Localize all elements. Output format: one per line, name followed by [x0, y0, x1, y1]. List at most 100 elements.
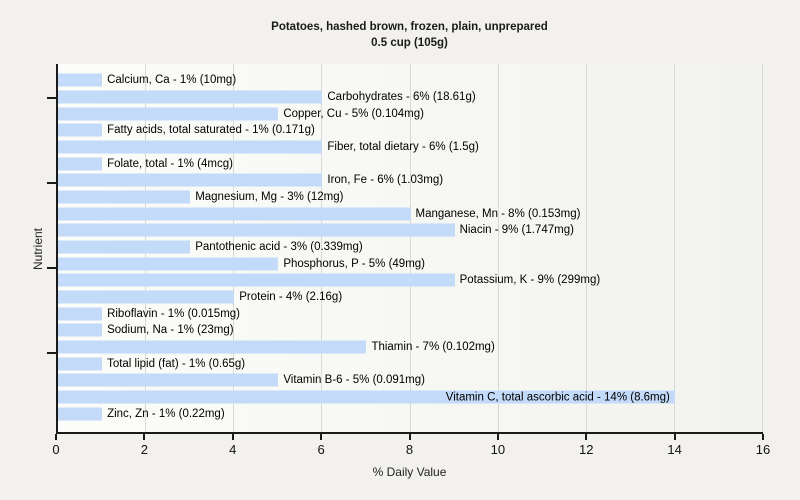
gridline-10: [497, 64, 499, 432]
bar: [58, 73, 103, 87]
x-tick-6: [320, 434, 323, 440]
bar: [58, 107, 279, 121]
x-tick-label-8: 8: [405, 442, 414, 457]
bar: [58, 140, 323, 154]
x-axis: 0 2 4 6 8 10 12 14 16: [52, 434, 770, 464]
x-tick-0: [55, 434, 57, 440]
y-tick-4: [47, 352, 56, 354]
bar-row: Protein - 4% (2.16g): [58, 289, 763, 306]
x-axis-title: % Daily Value: [372, 465, 447, 479]
bar-label: Zinc, Zn - 1% (0.22mg): [107, 407, 225, 420]
chart-subtitle: 0.5 cup (105g): [371, 37, 448, 49]
gridline-4: [233, 64, 235, 432]
bar: [58, 307, 103, 321]
bar: [58, 207, 411, 221]
bar: [58, 290, 235, 304]
bar: Vitamin C, total ascorbic acid - 14% (8.…: [58, 390, 675, 404]
bar-label: Vitamin C, total ascorbic acid - 14% (8.…: [445, 391, 670, 404]
gridline-14: [673, 64, 675, 432]
bar-label: Total lipid (fat) - 1% (0.65g): [107, 357, 246, 370]
x-tick-4: [231, 434, 234, 440]
bar-label: Protein - 4% (2.16g): [239, 291, 343, 304]
y-axis-title: Nutrient: [31, 227, 45, 271]
bar: [58, 90, 323, 104]
gridline-8: [409, 64, 411, 432]
bar-label: Manganese, Mn - 8% (0.153mg): [415, 207, 581, 220]
bar-row: Niacin - 9% (1.747mg): [58, 222, 763, 239]
bar: [58, 223, 455, 237]
bar-label: Vitamin B-6 - 5% (0.091mg): [283, 374, 425, 387]
bar-row: Magnesium, Mg - 3% (12mg): [58, 189, 763, 206]
bar-row: Fatty acids, total saturated - 1% (0.171…: [58, 122, 763, 139]
x-tick-label-2: 2: [140, 442, 148, 457]
bar: [58, 157, 103, 171]
bar-row: Total lipid (fat) - 1% (0.65g): [58, 355, 763, 372]
bar: [58, 123, 103, 137]
bar-row: Sodium, Na - 1% (23mg): [58, 322, 763, 339]
bar: [58, 323, 103, 337]
y-tick-3: [47, 267, 56, 269]
bar-row: Iron, Fe - 6% (1.03mg): [58, 172, 763, 189]
x-tick-14: [673, 434, 676, 440]
bar-rows: Calcium, Ca - 1% (10mg) Carbohydrates - …: [58, 64, 763, 432]
plot-area: Calcium, Ca - 1% (10mg) Carbohydrates - …: [56, 64, 763, 434]
bar-label: Pantothenic acid - 3% (0.339mg): [195, 241, 363, 254]
bar-row: Phosphorus, P - 5% (49mg): [58, 255, 763, 272]
bar-row: Copper, Cu - 5% (0.104mg): [58, 105, 763, 122]
bar-row: Manganese, Mn - 8% (0.153mg): [58, 205, 763, 222]
x-tick-12: [585, 434, 588, 440]
bar-row: Zinc, Zn - 1% (0.22mg): [58, 405, 763, 422]
bar-label: Fatty acids, total saturated - 1% (0.171…: [107, 124, 315, 137]
bar-label: Thiamin - 7% (0.102mg): [371, 341, 495, 354]
bar-row: Potassium, K - 9% (299mg): [58, 272, 763, 289]
bar: [58, 173, 323, 187]
bar-label: Folate, total - 1% (4mcg): [107, 157, 233, 170]
bar-label: Potassium, K - 9% (299mg): [459, 274, 601, 287]
bar: [58, 373, 279, 387]
y-tick-2: [47, 182, 56, 184]
gridline-12: [585, 64, 587, 432]
bar-label: Magnesium, Mg - 3% (12mg): [195, 191, 344, 204]
x-tick-label-10: 10: [490, 442, 506, 457]
bar-row: Folate, total - 1% (4mcg): [58, 155, 763, 172]
x-tick-8: [408, 434, 411, 440]
bar-row: Vitamin B-6 - 5% (0.091mg): [58, 372, 763, 389]
bar-row: Riboflavin - 1% (0.015mg): [58, 305, 763, 322]
bar-label: Niacin - 9% (1.747mg): [459, 224, 574, 237]
chart-title: Potatoes, hashed brown, frozen, plain, u…: [271, 21, 548, 33]
bar: [58, 240, 191, 254]
bar-label: Fiber, total dietary - 6% (1.5g): [327, 141, 479, 154]
bar-row: Carbohydrates - 6% (18.61g): [58, 89, 763, 106]
bar: [58, 257, 279, 271]
bar-row: Fiber, total dietary - 6% (1.5g): [58, 139, 763, 156]
bar: [58, 273, 455, 287]
y-tick-1: [47, 97, 56, 99]
bar-label: Phosphorus, P - 5% (49mg): [283, 257, 426, 270]
bar-row: Calcium, Ca - 1% (10mg): [58, 72, 763, 89]
x-tick-10: [496, 434, 499, 440]
bar-label: Copper, Cu - 5% (0.104mg): [283, 107, 424, 120]
bar-label: Carbohydrates - 6% (18.61g): [327, 91, 476, 103]
bar-label: Iron, Fe - 6% (1.03mg): [327, 174, 444, 187]
bar-label: Sodium, Na - 1% (23mg): [107, 324, 234, 337]
bar-row: Pantothenic acid - 3% (0.339mg): [58, 239, 763, 256]
x-tick-2: [143, 434, 146, 440]
gridline-16: [762, 64, 763, 432]
bar: [58, 357, 103, 371]
x-tick-label-6: 6: [317, 442, 325, 457]
bar-label: Calcium, Ca - 1% (10mg): [107, 74, 237, 87]
bar-label: Riboflavin - 1% (0.015mg): [107, 307, 241, 320]
x-tick-label-0: 0: [52, 442, 60, 457]
bar: [58, 340, 367, 354]
bar: [58, 190, 191, 204]
bar-row: Thiamin - 7% (0.102mg): [58, 339, 763, 356]
gridline-6: [321, 64, 323, 432]
bar: [58, 407, 103, 421]
x-tick-label-4: 4: [229, 442, 237, 457]
x-tick-label-16: 16: [755, 442, 771, 457]
chart-title-block: Potatoes, hashed brown, frozen, plain, u…: [56, 19, 763, 51]
x-tick-label-14: 14: [667, 442, 682, 457]
bar-row: Vitamin C, total ascorbic acid - 14% (8.…: [58, 389, 763, 406]
x-tick-16: [762, 434, 764, 440]
